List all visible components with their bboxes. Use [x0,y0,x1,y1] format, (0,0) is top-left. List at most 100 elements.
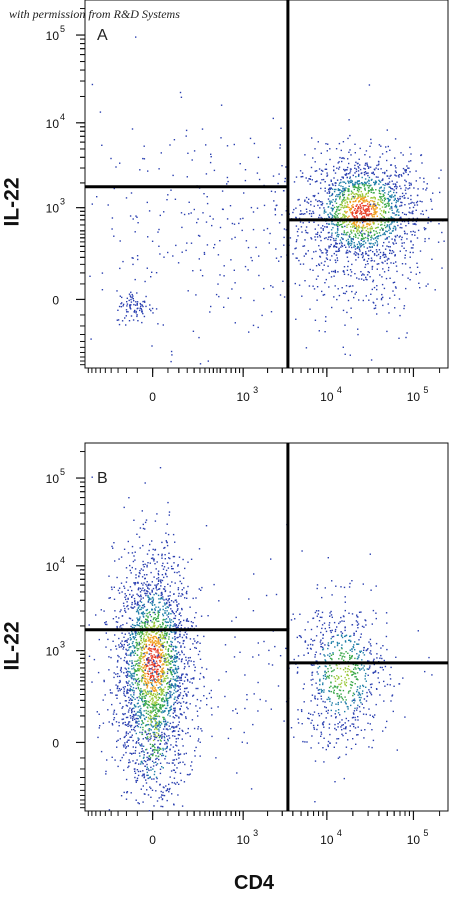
event-dot [175,758,178,761]
event-dot [183,634,185,636]
event-dot [133,300,135,302]
event-dot [101,289,104,291]
event-dot [244,179,247,182]
event-dot [170,685,172,687]
event-dot [153,648,155,650]
event-dot [139,587,142,590]
event-dot [348,173,350,175]
event-dot [172,721,174,724]
x-tick-label: 10 [236,390,250,404]
event-dot [139,660,141,662]
event-dot [358,234,360,237]
event-dot [135,577,137,579]
event-dot [167,660,169,663]
event-dot [127,589,129,591]
event-dot [384,212,387,214]
event-dot [130,308,132,310]
event-dot [191,159,193,161]
event-dot [343,181,346,183]
y-tick-label: 10 [46,202,60,216]
event-dot [372,171,374,173]
event-dot [295,318,297,320]
event-dot [121,644,123,646]
event-dot [315,278,318,280]
event-dot [163,663,165,666]
event-dot [353,246,355,248]
event-dot [363,698,366,700]
event-dot [137,607,139,609]
event-dot [133,728,135,731]
event-dot [145,634,147,636]
event-dot [154,609,156,611]
event-dot [137,581,139,584]
event-dot [151,667,153,669]
event-dot [185,702,187,704]
event-dot [156,578,158,580]
event-dot [137,582,139,584]
event-dot [410,160,412,162]
event-dot [165,540,167,542]
event-dot [336,209,338,211]
event-dot [369,203,372,206]
event-dot [350,211,352,214]
event-dot [134,770,136,772]
event-dot [123,746,125,748]
event-dot [385,277,388,280]
event-dot [367,271,369,273]
event-dot [148,639,150,641]
event-dot [132,717,134,720]
event-dot [168,762,170,764]
event-dot [115,694,117,696]
event-dot [152,631,154,633]
event-dot [354,208,356,210]
event-dot [130,304,132,306]
event-dot [226,183,228,185]
event-dot [219,226,222,229]
event-dot [174,771,177,774]
event-dot [364,233,366,235]
event-dot [129,707,131,709]
event-dot [170,684,172,686]
event-dot [166,671,169,673]
y-tick-label: 10 [46,117,60,131]
event-dot [175,632,177,634]
event-dot [158,168,160,170]
event-dot [143,633,145,635]
event-dot [350,226,352,228]
event-dot [116,694,118,696]
event-dot [161,664,163,666]
event-dot [120,688,122,690]
event-dot [198,258,200,260]
event-dot [135,641,137,644]
event-dot [345,290,348,293]
event-dot [131,601,133,604]
event-dot [395,171,397,174]
event-dot [169,680,172,682]
event-dot [131,626,134,629]
event-dot [165,569,168,572]
event-dot [169,645,171,647]
event-dot [124,721,126,724]
event-dot [368,201,370,203]
event-dot [146,752,149,754]
event-dot [368,182,370,185]
event-dot [166,544,169,547]
event-dot [177,675,180,678]
event-dot [141,630,144,633]
event-dot [130,192,133,194]
event-dot [354,167,356,169]
event-dot [152,625,154,628]
event-dot [345,187,347,189]
event-dot [316,299,318,301]
event-dot [302,222,304,224]
event-dot [123,659,125,662]
event-dot [210,305,212,308]
event-dot [175,657,178,659]
event-dot [172,601,175,603]
event-dot [365,192,368,195]
event-dot [140,658,142,660]
event-dot [177,754,180,756]
event-dot [353,188,355,191]
event-dot [324,320,327,322]
